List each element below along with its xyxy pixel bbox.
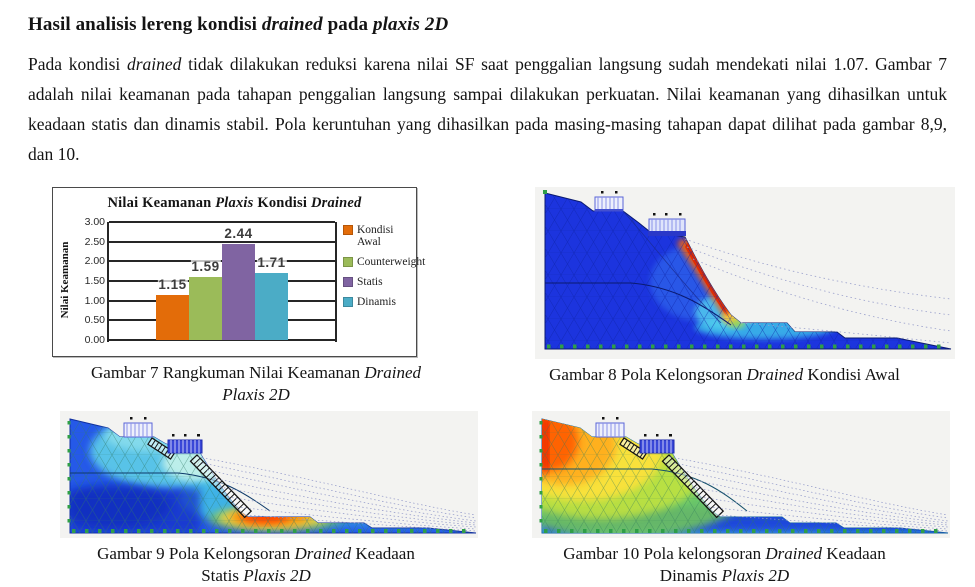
legend-item-dinamis: Dinamis (343, 296, 413, 308)
legend-swatch (343, 224, 353, 235)
gridline-0.00 (109, 338, 335, 341)
figure-9-image (60, 411, 478, 539)
bar-value-label: 1.71 (256, 254, 287, 270)
legend-swatch (343, 297, 353, 308)
figure-9-caption: Gambar 9 Pola Kelongsoran Drained Keadaa… (97, 544, 415, 586)
footing-structure-2 (167, 434, 203, 454)
y-tick-2.00: 2.00 (84, 255, 105, 268)
chart-plot-right-frame (335, 221, 337, 342)
legend-item-statis: Statis (343, 276, 413, 288)
bar-counterweight (189, 277, 222, 340)
figure-row-2: Gambar 9 Pola Kelongsoran Drained Keadaa… (30, 411, 950, 587)
legend-item-counterweight: Counterweight (343, 256, 425, 268)
chart-title: Nilai Keamanan Plaxis Kondisi Drained (107, 194, 362, 211)
chart-legend: Kondisi Awal Counterweight Statis Dinamis (343, 224, 425, 316)
figure-8-caption: Gambar 8 Pola Kelongsoran Drained Kondis… (549, 364, 900, 384)
boundary-ticks (543, 189, 949, 349)
bar-kondisi-awal (156, 294, 189, 340)
legend-swatch (343, 277, 353, 288)
gridline-3.00 (109, 220, 335, 223)
footing-structure-2 (648, 212, 686, 236)
figure-8-block: Gambar 8 Pola Kelongsoran Drained Kondis… (502, 186, 955, 406)
bar-value-label: 2.44 (223, 225, 254, 241)
footing-structure-1 (123, 417, 153, 438)
legend-item-kondisi-awal: Kondisi Awal (343, 224, 413, 248)
bar-statis (222, 243, 255, 340)
chart-y-axis-line (107, 221, 109, 342)
reinforcement-ladder-upper (147, 437, 176, 461)
figure-7-block: Nilai Keamanan Plaxis Kondisi Drained Ni… (30, 186, 482, 406)
y-tick-0.00: 0.00 (84, 333, 105, 346)
y-tick-2.50: 2.50 (84, 235, 105, 248)
footing-structure-2 (639, 434, 675, 454)
section-heading: Hasil analisis lereng kondisi drained pa… (28, 14, 449, 35)
y-tick-1.00: 1.00 (84, 294, 105, 307)
soil-layer-line (542, 468, 748, 512)
gridline-2.50 (109, 240, 335, 243)
reinforcement-ladder-lower (661, 454, 725, 519)
body-paragraph: Pada kondisi drained tidak dilakukan red… (28, 54, 947, 165)
y-tick-1.50: 1.50 (84, 274, 105, 287)
figure-10-block: Gambar 10 Pola kelongsoran Drained Keada… (502, 411, 950, 587)
anchor-dotted-lines (684, 238, 952, 344)
bar-value-label: 1.59 (190, 259, 221, 275)
footing-structure-1 (594, 190, 624, 212)
figure-10-image (532, 411, 950, 539)
bar-value-label: 1.15 (157, 276, 188, 292)
legend-swatch (343, 257, 353, 267)
chart-y-axis-label: Nilai Keamanan (59, 241, 71, 319)
anchor-dotted-lines (669, 457, 949, 532)
figure-9-block: Gambar 9 Pola Kelongsoran Drained Keadaa… (30, 411, 482, 587)
figure-8-image (535, 186, 955, 359)
boundary-ticks (539, 421, 946, 534)
bar-dinamis (255, 272, 288, 340)
excavation-line (622, 210, 722, 324)
anchor-dotted-lines (197, 457, 477, 532)
reinforcement-ladder-lower (189, 454, 253, 519)
reinforcement-ladder-upper (619, 437, 648, 461)
figure-7-caption: Gambar 7 Rangkuman Nilai Keamanan Draine… (91, 362, 421, 404)
y-tick-3.00: 3.00 (84, 215, 105, 228)
figure-10-caption: Gambar 10 Pola kelongsoran Drained Keada… (563, 544, 886, 586)
figure-row-1: Nilai Keamanan Plaxis Kondisi Drained Ni… (30, 186, 955, 406)
footing-structure-1 (595, 417, 625, 438)
soil-layer-line (545, 282, 732, 326)
chart-y-tick-labels: 3.00 2.50 2.00 1.50 1.00 0.50 0.00 (77, 216, 107, 346)
chart-plot-area: 1.15 1.59 2.44 1.71 (107, 220, 337, 342)
safety-factor-bar-chart: Nilai Keamanan Plaxis Kondisi Drained Ni… (52, 186, 425, 357)
boundary-ticks (67, 421, 474, 534)
y-tick-0.50: 0.50 (84, 314, 105, 327)
